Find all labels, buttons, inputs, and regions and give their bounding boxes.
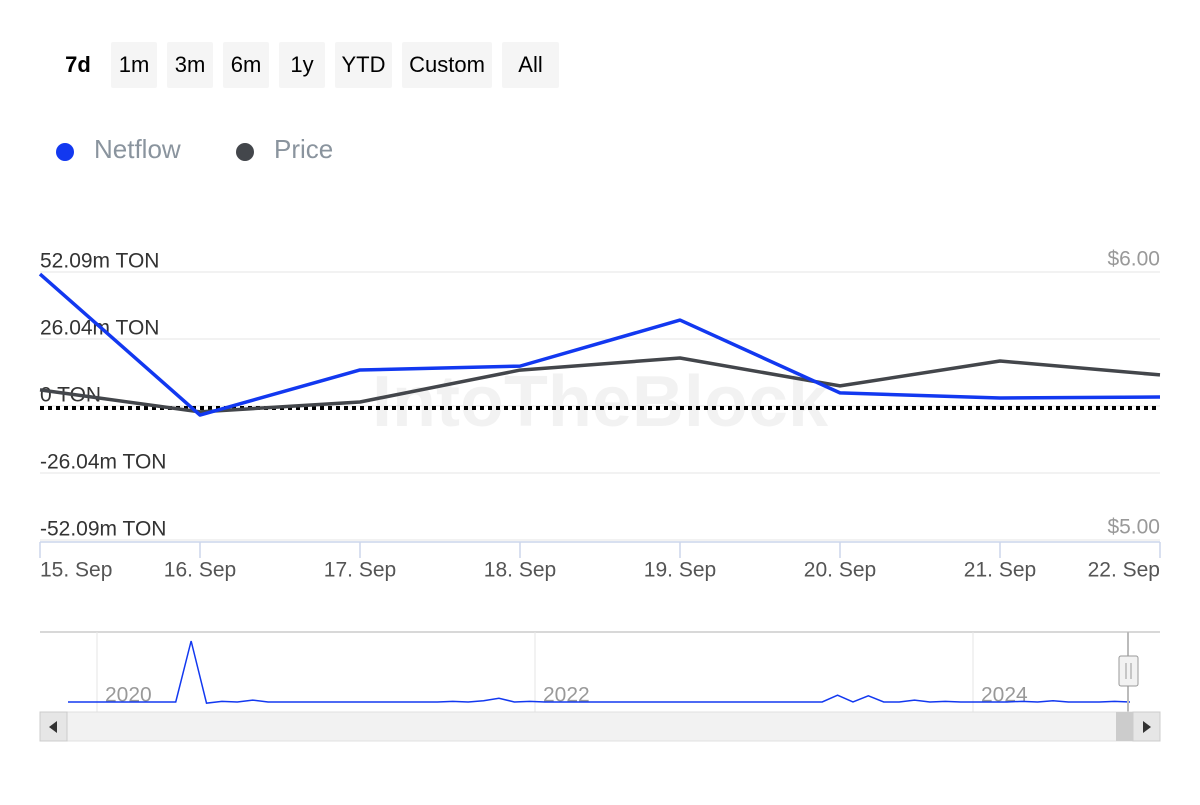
legend-label[interactable]: Price — [274, 134, 333, 164]
series-line — [39, 356, 1161, 414]
range-button[interactable] — [402, 42, 492, 88]
x-tick-label: 17. Sep — [324, 559, 396, 582]
range-button-label[interactable]: 7d — [65, 52, 91, 77]
x-tick-label: 16. Sep — [164, 559, 236, 582]
navigator-label: 2020 — [105, 684, 152, 707]
x-tick-label: 21. Sep — [964, 559, 1036, 582]
x-tick-label: 19. Sep — [644, 559, 716, 582]
range-button-label[interactable]: 6m — [231, 52, 262, 77]
series-line — [38, 272, 1161, 417]
y-tick-label: -52.09m TON — [40, 518, 166, 541]
range-button[interactable] — [502, 42, 559, 88]
range-button[interactable] — [279, 42, 325, 88]
range-button-label[interactable]: 3m — [175, 52, 206, 77]
range-button[interactable] — [111, 42, 157, 88]
y-tick-label: -26.04m TON — [40, 451, 166, 474]
navigator-line — [68, 640, 1131, 704]
legend-marker[interactable] — [236, 143, 254, 161]
navigator-label: 2022 — [543, 684, 590, 707]
range-button-label[interactable]: YTD — [342, 52, 386, 77]
range-button[interactable] — [335, 42, 392, 88]
navigator-handle[interactable] — [1118, 655, 1139, 687]
x-tick-label: 20. Sep — [804, 559, 876, 582]
legend-label[interactable]: Netflow — [94, 134, 181, 164]
scroll-arrow — [1143, 721, 1151, 733]
range-button[interactable] — [55, 42, 101, 88]
navigator-label: 2024 — [981, 684, 1028, 707]
range-button-label[interactable]: 1m — [119, 52, 150, 77]
x-tick-label: 15. Sep — [40, 559, 112, 582]
scroll-arrow — [49, 721, 57, 733]
watermark: IntoTheBlock — [372, 362, 829, 442]
y-tick-label: 52.09m TON — [40, 250, 159, 273]
legend-marker[interactable] — [56, 143, 74, 161]
x-tick-label: 18. Sep — [484, 559, 556, 582]
range-button[interactable] — [223, 42, 269, 88]
x-tick-label: 22. Sep — [1088, 559, 1160, 582]
range-button-label[interactable]: All — [518, 52, 542, 77]
range-button[interactable] — [167, 42, 213, 88]
y2-tick-label: $5.00 — [1107, 516, 1160, 539]
range-button-label[interactable]: Custom — [409, 52, 485, 77]
range-button-label[interactable]: 1y — [290, 52, 313, 77]
scrollbar-track[interactable] — [39, 711, 1161, 742]
scrollbar-thumb[interactable] — [1116, 712, 1133, 741]
y2-tick-label: $6.00 — [1107, 248, 1160, 271]
